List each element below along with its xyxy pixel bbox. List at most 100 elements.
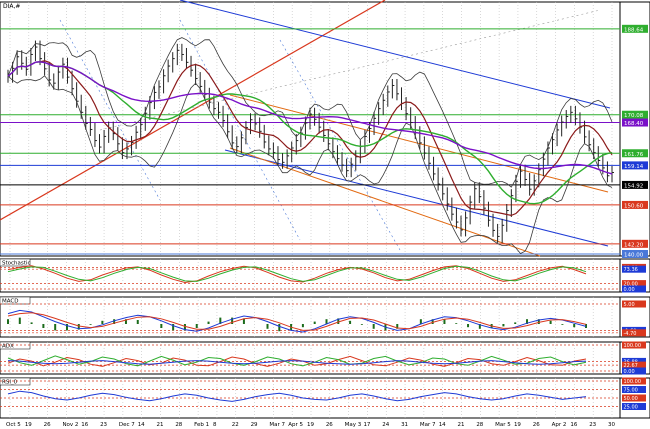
indicator-level-label: 100.00 [624, 343, 642, 349]
indicator-level-label: 75.00 [624, 388, 638, 394]
x-tick-label: 23 [100, 422, 107, 428]
indicator-level-label: 20.00 [624, 282, 638, 288]
indicator-level-tag [622, 329, 646, 337]
indicator-level-label: 0.00 [624, 369, 635, 375]
symbol-label: DIA,# [3, 3, 20, 10]
trend-line [0, 0, 386, 221]
indicator-level-tag [622, 403, 646, 410]
trend-line [229, 147, 541, 257]
price-level-tag [622, 110, 648, 119]
trend-line [179, 0, 611, 109]
x-tick-label: Oct 5 [6, 422, 21, 428]
indicator-series-line [7, 355, 587, 367]
indicator-name-tag [0, 258, 31, 267]
short-ma-line [7, 60, 613, 217]
indicator-name-label: Stochastic [2, 261, 30, 267]
lower-band-line [7, 75, 613, 254]
x-tick-label: 19 [25, 422, 32, 428]
indicator-level-label: 100.00 [624, 379, 642, 385]
indicator-level-tag [622, 361, 646, 369]
price-level-tag [622, 180, 648, 189]
trend-line [59, 19, 161, 201]
indicator-level-tag [622, 394, 646, 402]
indicator-level-tag [622, 285, 646, 293]
price-level-label: 168.40 [624, 121, 644, 127]
price-level-tag [622, 149, 648, 158]
price-level-tag [622, 118, 648, 127]
indicator-series-line [7, 265, 587, 284]
indicator-series-line [7, 309, 587, 333]
price-level-tag [622, 200, 648, 209]
x-tick-label: Nov 2 [62, 422, 78, 428]
indicator-level-tag [622, 280, 646, 288]
price-level-label: 140.00 [624, 253, 644, 259]
x-tick-label: 30 [608, 422, 615, 428]
x-tick-label: Dec 7 [119, 422, 135, 428]
indicator-level-tag [622, 300, 646, 308]
price-level-label: 188.64 [624, 27, 644, 33]
indicator-level-label: 25.00 [624, 405, 638, 411]
x-tick-label: 26 [44, 422, 51, 428]
price-level-label: 150.60 [624, 203, 644, 209]
x-tick-label: 16 [81, 422, 88, 428]
indicator-series-line [7, 312, 587, 331]
price-level-tag [622, 239, 648, 248]
panel-frame [0, 1, 650, 257]
x-tick-label: 19 [307, 422, 314, 428]
indicator-level-label: 73.36 [624, 267, 638, 273]
x-tick-label: 29 [251, 422, 258, 428]
x-tick-label: 31 [401, 422, 408, 428]
indicator-level-tag [622, 386, 646, 393]
price-level-label: 154.92 [624, 183, 643, 189]
indicator-level-tag [622, 357, 646, 365]
x-tick-label: 26 [533, 422, 540, 428]
x-tick-label: Apr 5 [288, 422, 303, 428]
indicator-level-label: 5.00 [624, 302, 635, 308]
x-tick-label: 17 [363, 422, 370, 428]
x-tick-label: 28 [476, 422, 483, 428]
x-tick-label: 28 [175, 422, 182, 428]
x-tick-label: 8 [213, 422, 217, 428]
indicator-series-line [7, 355, 587, 367]
panel-frame [0, 258, 650, 293]
x-tick-label: 21 [157, 422, 164, 428]
indicator-name-tag [0, 377, 31, 386]
indicator-level-tag [622, 377, 646, 385]
x-tick-label: 21 [458, 422, 465, 428]
x-tick-label: 14 [138, 422, 145, 428]
x-tick-label: Mar 7 [269, 422, 285, 428]
x-tick-label: 24 [382, 422, 389, 428]
upper-band-line [7, 37, 613, 188]
trend-line [99, 9, 601, 131]
price-level-tag [622, 250, 648, 258]
panel-frame [0, 377, 650, 419]
x-tick-label: Mar 7 [420, 422, 436, 428]
x-tick-label: Feb 1 [194, 422, 209, 428]
indicator-name-tag [0, 296, 31, 305]
indicator-level-label: -4.70 [624, 331, 637, 337]
indicator-series-line [7, 265, 587, 282]
price-level-label: 170.08 [624, 113, 644, 119]
indicator-name-tag [0, 341, 31, 350]
x-tick-label: 16 [570, 422, 577, 428]
trend-line [279, 39, 401, 251]
indicator-name-label: RSI_0 [2, 380, 18, 386]
x-tick-label: 14 [439, 422, 446, 428]
x-tick-label: 22 [232, 422, 239, 428]
indicator-series-line [7, 360, 587, 365]
price-level-label: 161.76 [624, 152, 644, 158]
price-level-label: 142.20 [624, 242, 644, 248]
indicator-level-label: 50.00 [624, 396, 638, 402]
price-level-tag [622, 24, 648, 33]
long-ma-line [7, 61, 613, 175]
indicator-level-tag [622, 265, 646, 273]
indicator-level-label: 0.00 [624, 287, 635, 293]
trend-line [224, 149, 609, 247]
x-tick-label: 26 [326, 422, 333, 428]
indicator-level-tag [622, 367, 646, 375]
indicator-level-label: 22.67 [624, 363, 638, 369]
price-level-tag [622, 161, 648, 170]
trend-line [179, 19, 301, 241]
price-level-label: 159.14 [624, 164, 644, 170]
